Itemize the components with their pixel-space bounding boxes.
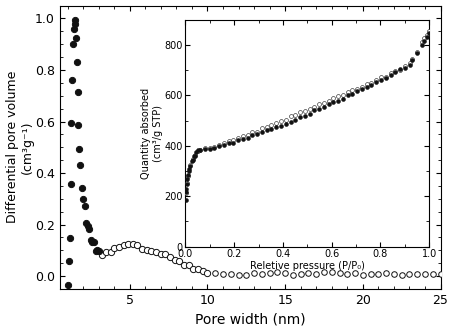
Y-axis label: Differential pore volume
(cm³g⁻¹): Differential pore volume (cm³g⁻¹) — [5, 71, 34, 223]
X-axis label: Pore width (nm): Pore width (nm) — [195, 312, 306, 326]
